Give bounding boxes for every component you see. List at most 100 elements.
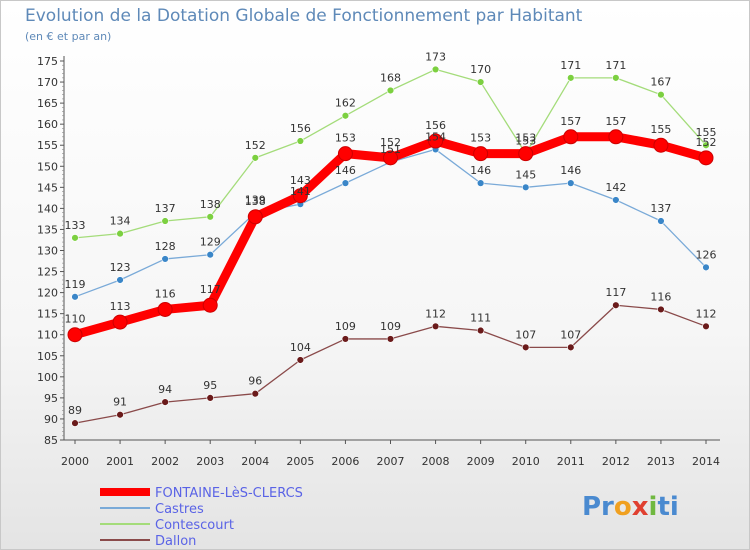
data-label: 155 [696,126,717,139]
chart-subtitle: (en € et par an) [25,30,111,43]
data-label: 170 [470,63,491,76]
data-label: 109 [380,320,401,333]
data-point [431,65,440,74]
y-tick-label: 100 [37,371,58,384]
data-label: 123 [110,261,131,274]
data-point [296,137,305,145]
data-point [657,305,665,314]
data-label: 141 [290,185,311,198]
x-tick-label: 2009 [467,455,495,468]
data-label: 133 [65,219,86,232]
data-point [71,293,79,301]
data-label: 89 [68,404,82,417]
data-point [112,314,128,330]
data-point [247,209,263,225]
data-label: 142 [605,181,626,194]
data-label: 145 [515,168,536,181]
data-label: 104 [290,341,311,354]
y-tick-label: 85 [44,434,58,447]
data-point [341,112,350,120]
y-tick-label: 125 [37,266,58,279]
series-line-1 [74,148,707,298]
data-label: 152 [245,139,266,152]
x-tick-label: 2001 [106,455,134,468]
data-label: 153 [470,132,491,145]
data-label: 94 [158,383,172,396]
legend-label-0: FONTAINE-LèS-CLERCS [155,486,303,501]
data-point [383,150,398,166]
data-label: 154 [425,130,446,143]
data-point [292,188,308,204]
data-label: 111 [470,312,491,325]
data-point [431,322,440,330]
y-tick-label: 145 [37,181,58,194]
data-label: 146 [335,164,356,177]
x-tick-label: 2007 [377,455,405,468]
data-point [476,179,485,187]
x-tick-label: 2011 [557,455,585,468]
data-point [71,234,79,242]
data-label: 143 [290,174,311,187]
data-point [206,394,214,402]
data-point [202,297,218,313]
y-tick-label: 155 [37,139,58,152]
data-label: 116 [650,290,671,303]
data-label: 137 [650,202,671,215]
data-label: 91 [113,396,127,409]
data-label: 171 [605,59,626,72]
data-point [67,327,83,343]
data-point [476,326,485,335]
data-label: 171 [560,59,581,72]
data-label: 109 [335,320,356,333]
logo-text: Proxiti [582,492,679,522]
data-point [161,398,169,406]
legend-label-3: Dallon [155,534,196,549]
data-point [702,141,710,149]
logo-part: Pr [582,492,614,522]
data-label: 139 [245,194,266,207]
data-label: 138 [200,198,221,211]
y-tick-label: 175 [37,55,58,68]
data-label: 116 [155,287,176,300]
data-point [518,146,534,162]
data-label: 117 [200,283,221,296]
series-0 [67,129,714,343]
logo-part: i [649,492,658,522]
data-label: 153 [335,132,356,145]
series-3 [71,301,710,427]
data-point [251,154,259,162]
data-point [428,133,444,149]
data-label: 96 [248,375,262,388]
x-tick-label: 2012 [602,455,630,468]
data-point [386,335,395,343]
y-tick-label: 95 [44,392,58,405]
x-tick-label: 2010 [512,455,540,468]
y-tick-label: 110 [37,329,58,342]
x-tick-label: 2013 [647,455,675,468]
legend-label-1: Castres [155,502,204,517]
data-point [386,86,395,95]
data-point [206,213,214,221]
data-point [116,411,124,419]
data-point [522,343,530,352]
data-label: 126 [696,248,717,261]
proxiti-logo: Proxiti [582,492,679,522]
x-tick-label: 2000 [61,455,89,468]
data-label: 151 [380,143,401,156]
data-label: 112 [696,307,717,320]
data-label: 107 [515,328,536,341]
y-tick-label: 135 [37,223,58,236]
data-point [698,150,714,166]
x-tick-label: 2004 [241,455,269,468]
data-label: 157 [605,115,626,128]
data-point [653,137,669,153]
y-tick-label: 160 [37,118,58,131]
data-label: 162 [335,97,356,110]
data-point [563,129,579,145]
data-label: 134 [110,215,131,228]
y-tick-label: 120 [37,287,58,300]
x-tick-label: 2008 [422,455,450,468]
data-point [702,322,710,330]
data-label: 112 [425,307,446,320]
